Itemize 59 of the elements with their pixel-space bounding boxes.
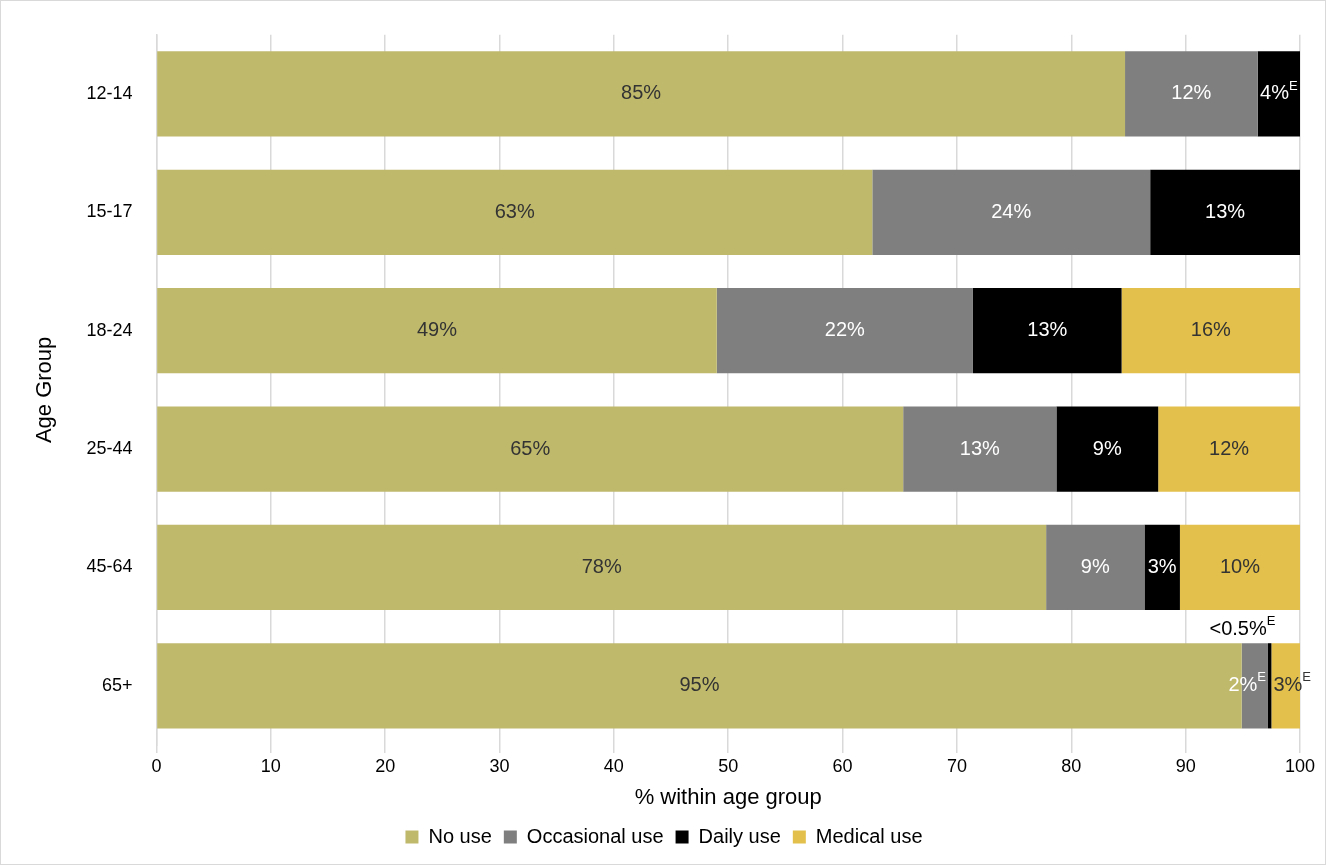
x-tick-label: 90 xyxy=(1175,755,1196,776)
data-label: 85% xyxy=(621,81,662,104)
bar xyxy=(1125,51,1258,137)
data-label: 13% xyxy=(1205,199,1246,222)
data-label: 22% xyxy=(824,318,866,341)
bar xyxy=(157,406,904,492)
bar xyxy=(157,169,873,255)
legend-label: Daily use xyxy=(698,824,781,847)
x-tick-label: 60 xyxy=(832,755,853,776)
y-tick-label: 12-14 xyxy=(86,82,133,103)
x-tick-label: 80 xyxy=(1061,755,1082,776)
y-axis-title: Age Group xyxy=(31,336,57,444)
bar xyxy=(1056,406,1159,492)
data-label: 9% xyxy=(1080,554,1110,577)
legend-label: Medical use xyxy=(815,824,923,847)
bar xyxy=(903,406,1057,492)
data-label: 24% xyxy=(991,199,1032,222)
y-tick-label: 25-44 xyxy=(86,438,133,459)
bar xyxy=(872,169,1151,255)
bar xyxy=(157,51,1126,137)
bar xyxy=(1179,524,1300,611)
data-label: 95% xyxy=(679,673,720,696)
y-tick-label: 18-24 xyxy=(86,319,133,340)
data-label: 49% xyxy=(416,318,458,341)
bar xyxy=(1144,524,1180,611)
data-label: 3% xyxy=(1147,554,1177,577)
bar xyxy=(1046,524,1145,611)
x-tick-label: 100 xyxy=(1284,755,1316,776)
x-tick-label: 0 xyxy=(151,755,162,776)
x-axis-title: % within age group xyxy=(634,783,822,809)
bar xyxy=(1158,406,1300,492)
bar xyxy=(972,288,1122,374)
bar xyxy=(157,524,1047,611)
data-label: 10% xyxy=(1219,554,1261,577)
y-tick-label: 65+ xyxy=(101,674,133,695)
x-tick-label: 30 xyxy=(489,755,510,776)
bar xyxy=(1150,169,1300,255)
data-label: 12% xyxy=(1171,81,1212,104)
data-label: 13% xyxy=(1027,318,1068,341)
data-label: 65% xyxy=(510,436,551,459)
data-label: 63% xyxy=(494,199,535,222)
bar xyxy=(1121,288,1300,374)
y-tick-label: 45-64 xyxy=(86,556,133,577)
bar xyxy=(716,288,973,374)
legend-label: Occasional use xyxy=(526,824,664,847)
x-tick-label: 70 xyxy=(946,755,967,776)
data-label: 13% xyxy=(959,436,1001,459)
y-tick-label: 15-17 xyxy=(86,201,133,222)
data-label: 9% xyxy=(1092,436,1122,459)
bar xyxy=(1257,51,1300,137)
bar xyxy=(157,288,717,374)
data-label: 16% xyxy=(1190,318,1232,341)
x-tick-label: 40 xyxy=(603,755,624,776)
x-tick-label: 10 xyxy=(260,755,281,776)
data-label: 12% xyxy=(1209,436,1250,459)
data-label: 78% xyxy=(581,554,622,577)
legend-label: No use xyxy=(428,824,492,847)
x-tick-label: 50 xyxy=(718,755,739,776)
x-tick-label: 20 xyxy=(375,755,396,776)
